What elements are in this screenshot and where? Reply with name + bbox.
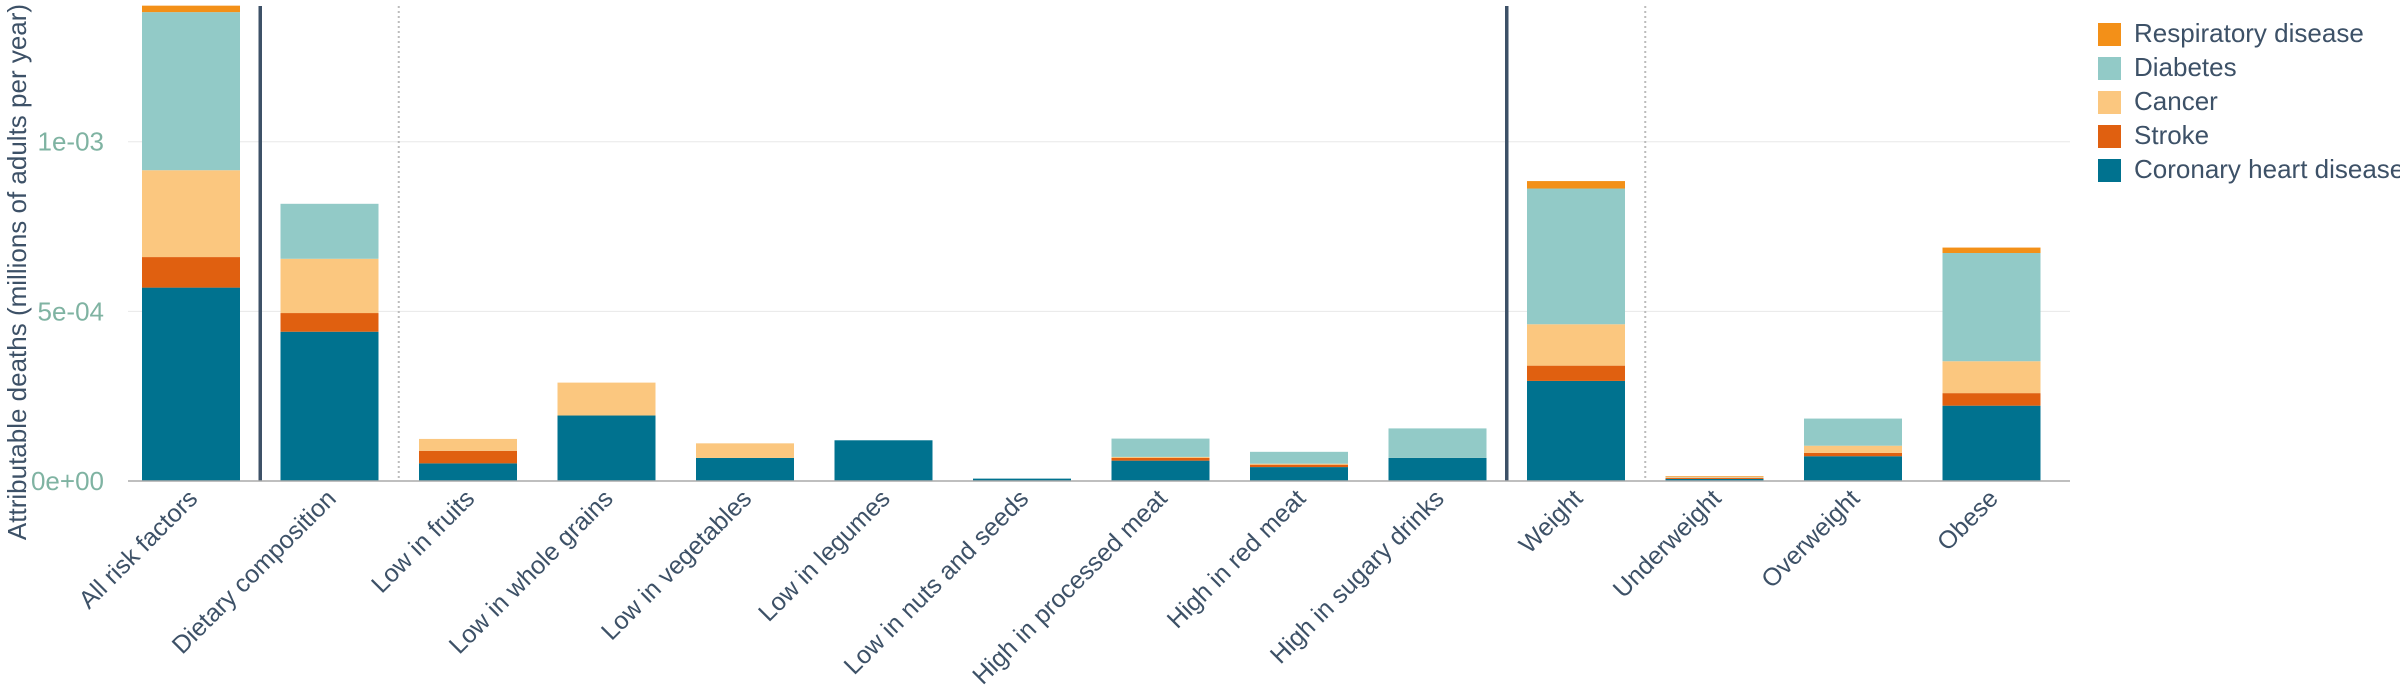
bar-segment [419,463,517,481]
bar-segment [1804,445,1902,453]
x-tick-label: Weight [1514,484,1589,559]
bar-segment [1250,451,1348,464]
bar-segment [1111,438,1210,457]
bar-segment [1804,418,1902,446]
x-tick-label: High in red meat [1162,484,1312,634]
legend-label: Diabetes [2134,52,2237,82]
x-tick-label: Low in legumes [753,484,896,627]
x-tick-label: Underweight [1608,484,1727,603]
x-tick-label: Low in fruits [366,484,480,598]
bar-segment [1804,456,1902,481]
bar-segment [557,415,656,481]
bar-segment [1388,428,1487,458]
bar-segment [1527,188,1625,325]
legend-label: Stroke [2134,120,2209,150]
x-tick-label: Overweight [1756,484,1865,593]
bar-segment [280,258,379,314]
bar-segment [1942,393,2041,406]
bar-segment [1665,478,1764,481]
bar-segment [142,257,240,288]
bar-segment [1804,452,1902,457]
bar-segment [1250,467,1348,481]
bar-segment [280,331,379,481]
x-tick-label: Obese [1932,484,2004,556]
legend-label: Coronary heart disease [2134,154,2400,184]
legend-item: Coronary heart disease [2098,154,2400,184]
bar-segment [142,5,240,13]
bar-segment [1527,181,1625,189]
bar-segment [1942,405,2041,481]
legend-label: Cancer [2134,86,2218,116]
bar-segment [696,457,794,481]
bar-segment [280,313,379,332]
bar-segment [1942,247,2041,253]
bar-segment [557,382,656,416]
bar-segment [1388,457,1487,481]
legend-swatch [2098,23,2121,46]
bar-segment [834,440,933,481]
bar-segment [280,203,379,259]
bar-segment [1942,253,2041,362]
legend-item: Cancer [2098,86,2218,116]
y-tick-label: 0e+00 [31,466,104,496]
legend-item: Diabetes [2098,52,2237,82]
bar-segment [419,450,517,464]
bar-segment [1111,457,1210,461]
bar-segment [1665,477,1764,479]
bar-segment [1111,460,1210,481]
bar-segment [1942,361,2041,394]
legend-swatch [2098,57,2121,80]
legend-swatch [2098,159,2121,182]
y-tick-labels: 0e+00 5e-04 1e-03 [31,127,104,496]
bar-segment [142,12,240,171]
bar-segment [142,170,240,258]
bar-segment [1527,365,1625,381]
bar-segment [1250,464,1348,468]
bar-segment [1527,324,1625,366]
bar-segment [1111,456,1210,458]
y-tick-label: 5e-04 [38,296,105,326]
gridlines [128,141,2070,312]
bar-segment [142,287,240,481]
bar-segment [1665,477,1764,478]
group-separators [258,6,1647,481]
bar-segment [973,478,1071,481]
bars [142,5,2041,481]
bar-segment [696,443,794,458]
legend-item: Stroke [2098,120,2209,150]
bar-segment [419,438,517,451]
legend-swatch [2098,91,2121,114]
x-tick-label: All risk factors [73,484,203,614]
legend-item: Respiratory disease [2098,18,2364,48]
x-tick-label: Low in vegetables [596,484,757,645]
legend-label: Respiratory disease [2134,18,2364,48]
legend: Respiratory disease Diabetes Cancer Stroke C… [2098,18,2400,184]
y-tick-label: 1e-03 [38,127,105,157]
y-axis-title: Attributable deaths (millions of adults … [2,4,32,540]
bar-segment [1665,476,1764,477]
legend-swatch [2098,125,2121,148]
bar-segment [1527,380,1625,481]
bar-segment [1250,463,1348,465]
